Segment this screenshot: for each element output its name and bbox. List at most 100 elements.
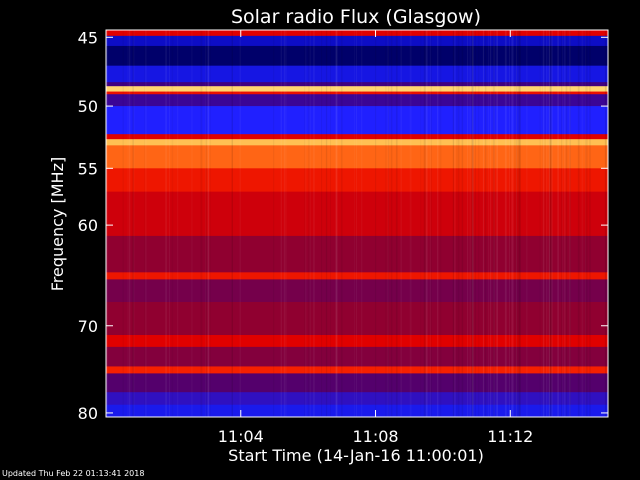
noise-streak xyxy=(472,30,474,417)
noise-streak xyxy=(356,30,357,417)
noise-streak xyxy=(457,30,459,417)
noise-streak xyxy=(122,30,124,417)
y-tick-label: 60 xyxy=(78,216,98,235)
noise-streak xyxy=(177,30,179,417)
noise-streak xyxy=(605,30,607,417)
noise-streak xyxy=(492,30,495,417)
noise-streak xyxy=(165,30,167,417)
noise-streak xyxy=(437,30,439,417)
noise-streak xyxy=(474,30,476,417)
noise-streak xyxy=(516,30,517,417)
noise-streak xyxy=(205,30,207,417)
noise-streak xyxy=(483,30,484,417)
y-tick-label: 70 xyxy=(78,317,98,336)
noise-streak xyxy=(325,30,328,417)
noise-streak xyxy=(504,30,507,417)
frequency-band xyxy=(106,45,608,67)
noise-streak xyxy=(390,30,393,417)
noise-streak xyxy=(515,30,517,417)
y-axis: 45 50 55 60 70 80 xyxy=(78,28,608,423)
noise-streak xyxy=(467,30,469,417)
noise-streak xyxy=(471,30,474,417)
noise-streak xyxy=(133,30,135,417)
noise-streak xyxy=(429,30,431,417)
y-tick-label: 80 xyxy=(78,404,98,423)
noise-streak xyxy=(478,30,480,417)
x-axis-label: Start Time (14-Jan-16 11:00:01) xyxy=(228,446,484,465)
noise-streak xyxy=(200,30,203,417)
noise-streak xyxy=(387,30,390,417)
noise-streak xyxy=(452,30,454,417)
noise-streak xyxy=(205,30,207,417)
noise-streak xyxy=(562,30,563,417)
noise-streak xyxy=(488,30,490,417)
frequency-band xyxy=(106,392,608,406)
frequency-band xyxy=(106,168,608,193)
noise-streak xyxy=(430,30,432,417)
frequency-band xyxy=(106,94,608,107)
noise-streak xyxy=(400,30,402,417)
frequency-band xyxy=(106,191,608,237)
frequency-band xyxy=(106,145,608,169)
noise-streak xyxy=(548,30,551,417)
noise-streak xyxy=(354,30,355,417)
noise-streak xyxy=(585,30,586,417)
noise-streak xyxy=(424,30,426,417)
noise-streak xyxy=(273,30,275,417)
spectrogram-heatmap xyxy=(106,30,608,417)
noise-streak xyxy=(539,30,541,417)
noise-streak xyxy=(191,30,193,417)
noise-streak xyxy=(582,30,584,417)
noise-streak xyxy=(565,30,568,417)
noise-streak xyxy=(606,30,607,417)
x-tick-label: 11:12 xyxy=(487,427,533,446)
noise-streak xyxy=(107,30,108,417)
noise-streak xyxy=(128,30,131,417)
noise-streak xyxy=(542,30,545,417)
noise-streak xyxy=(440,30,442,417)
frequency-band xyxy=(106,404,608,417)
noise-streak xyxy=(526,30,528,417)
noise-streak xyxy=(604,30,606,417)
noise-streak xyxy=(336,30,338,417)
noise-streak xyxy=(485,30,487,417)
noise-streak xyxy=(548,30,550,417)
frequency-band xyxy=(106,373,608,393)
noise-streak xyxy=(127,30,128,417)
noise-streak xyxy=(361,30,363,417)
noise-streak xyxy=(309,30,311,417)
noise-streak xyxy=(207,30,210,417)
frequency-band xyxy=(106,366,608,374)
noise-streak xyxy=(482,30,484,417)
noise-streak xyxy=(587,30,588,417)
x-tick-label: 11:08 xyxy=(352,427,398,446)
noise-streak xyxy=(387,30,389,417)
noise-streak xyxy=(561,30,563,417)
frequency-band xyxy=(106,86,608,93)
frequency-band xyxy=(106,335,608,348)
noise-streak xyxy=(551,30,553,417)
frequency-band xyxy=(106,30,608,37)
noise-streak xyxy=(496,30,498,417)
noise-streak xyxy=(544,30,546,417)
noise-streak xyxy=(471,30,473,417)
noise-streak xyxy=(472,30,474,417)
frequency-band xyxy=(106,134,608,140)
noise-streak xyxy=(106,30,108,417)
noise-streak xyxy=(519,30,521,417)
updated-timestamp: Updated Thu Feb 22 01:13:41 2018 xyxy=(2,469,145,478)
noise-streak xyxy=(569,30,571,417)
noise-streak xyxy=(375,30,377,417)
noise-streak xyxy=(132,30,134,417)
noise-streak xyxy=(305,30,307,417)
noise-streak xyxy=(321,30,323,417)
y-axis-label: Frequency [MHz] xyxy=(48,157,67,291)
noise-streak xyxy=(144,30,145,417)
noise-streak xyxy=(385,30,386,417)
noise-streak xyxy=(283,30,285,417)
frequency-band xyxy=(106,279,608,303)
noise-streak xyxy=(514,30,515,417)
noise-streak xyxy=(459,30,461,417)
y-tick-label: 45 xyxy=(78,28,98,47)
noise-streak xyxy=(577,30,579,417)
